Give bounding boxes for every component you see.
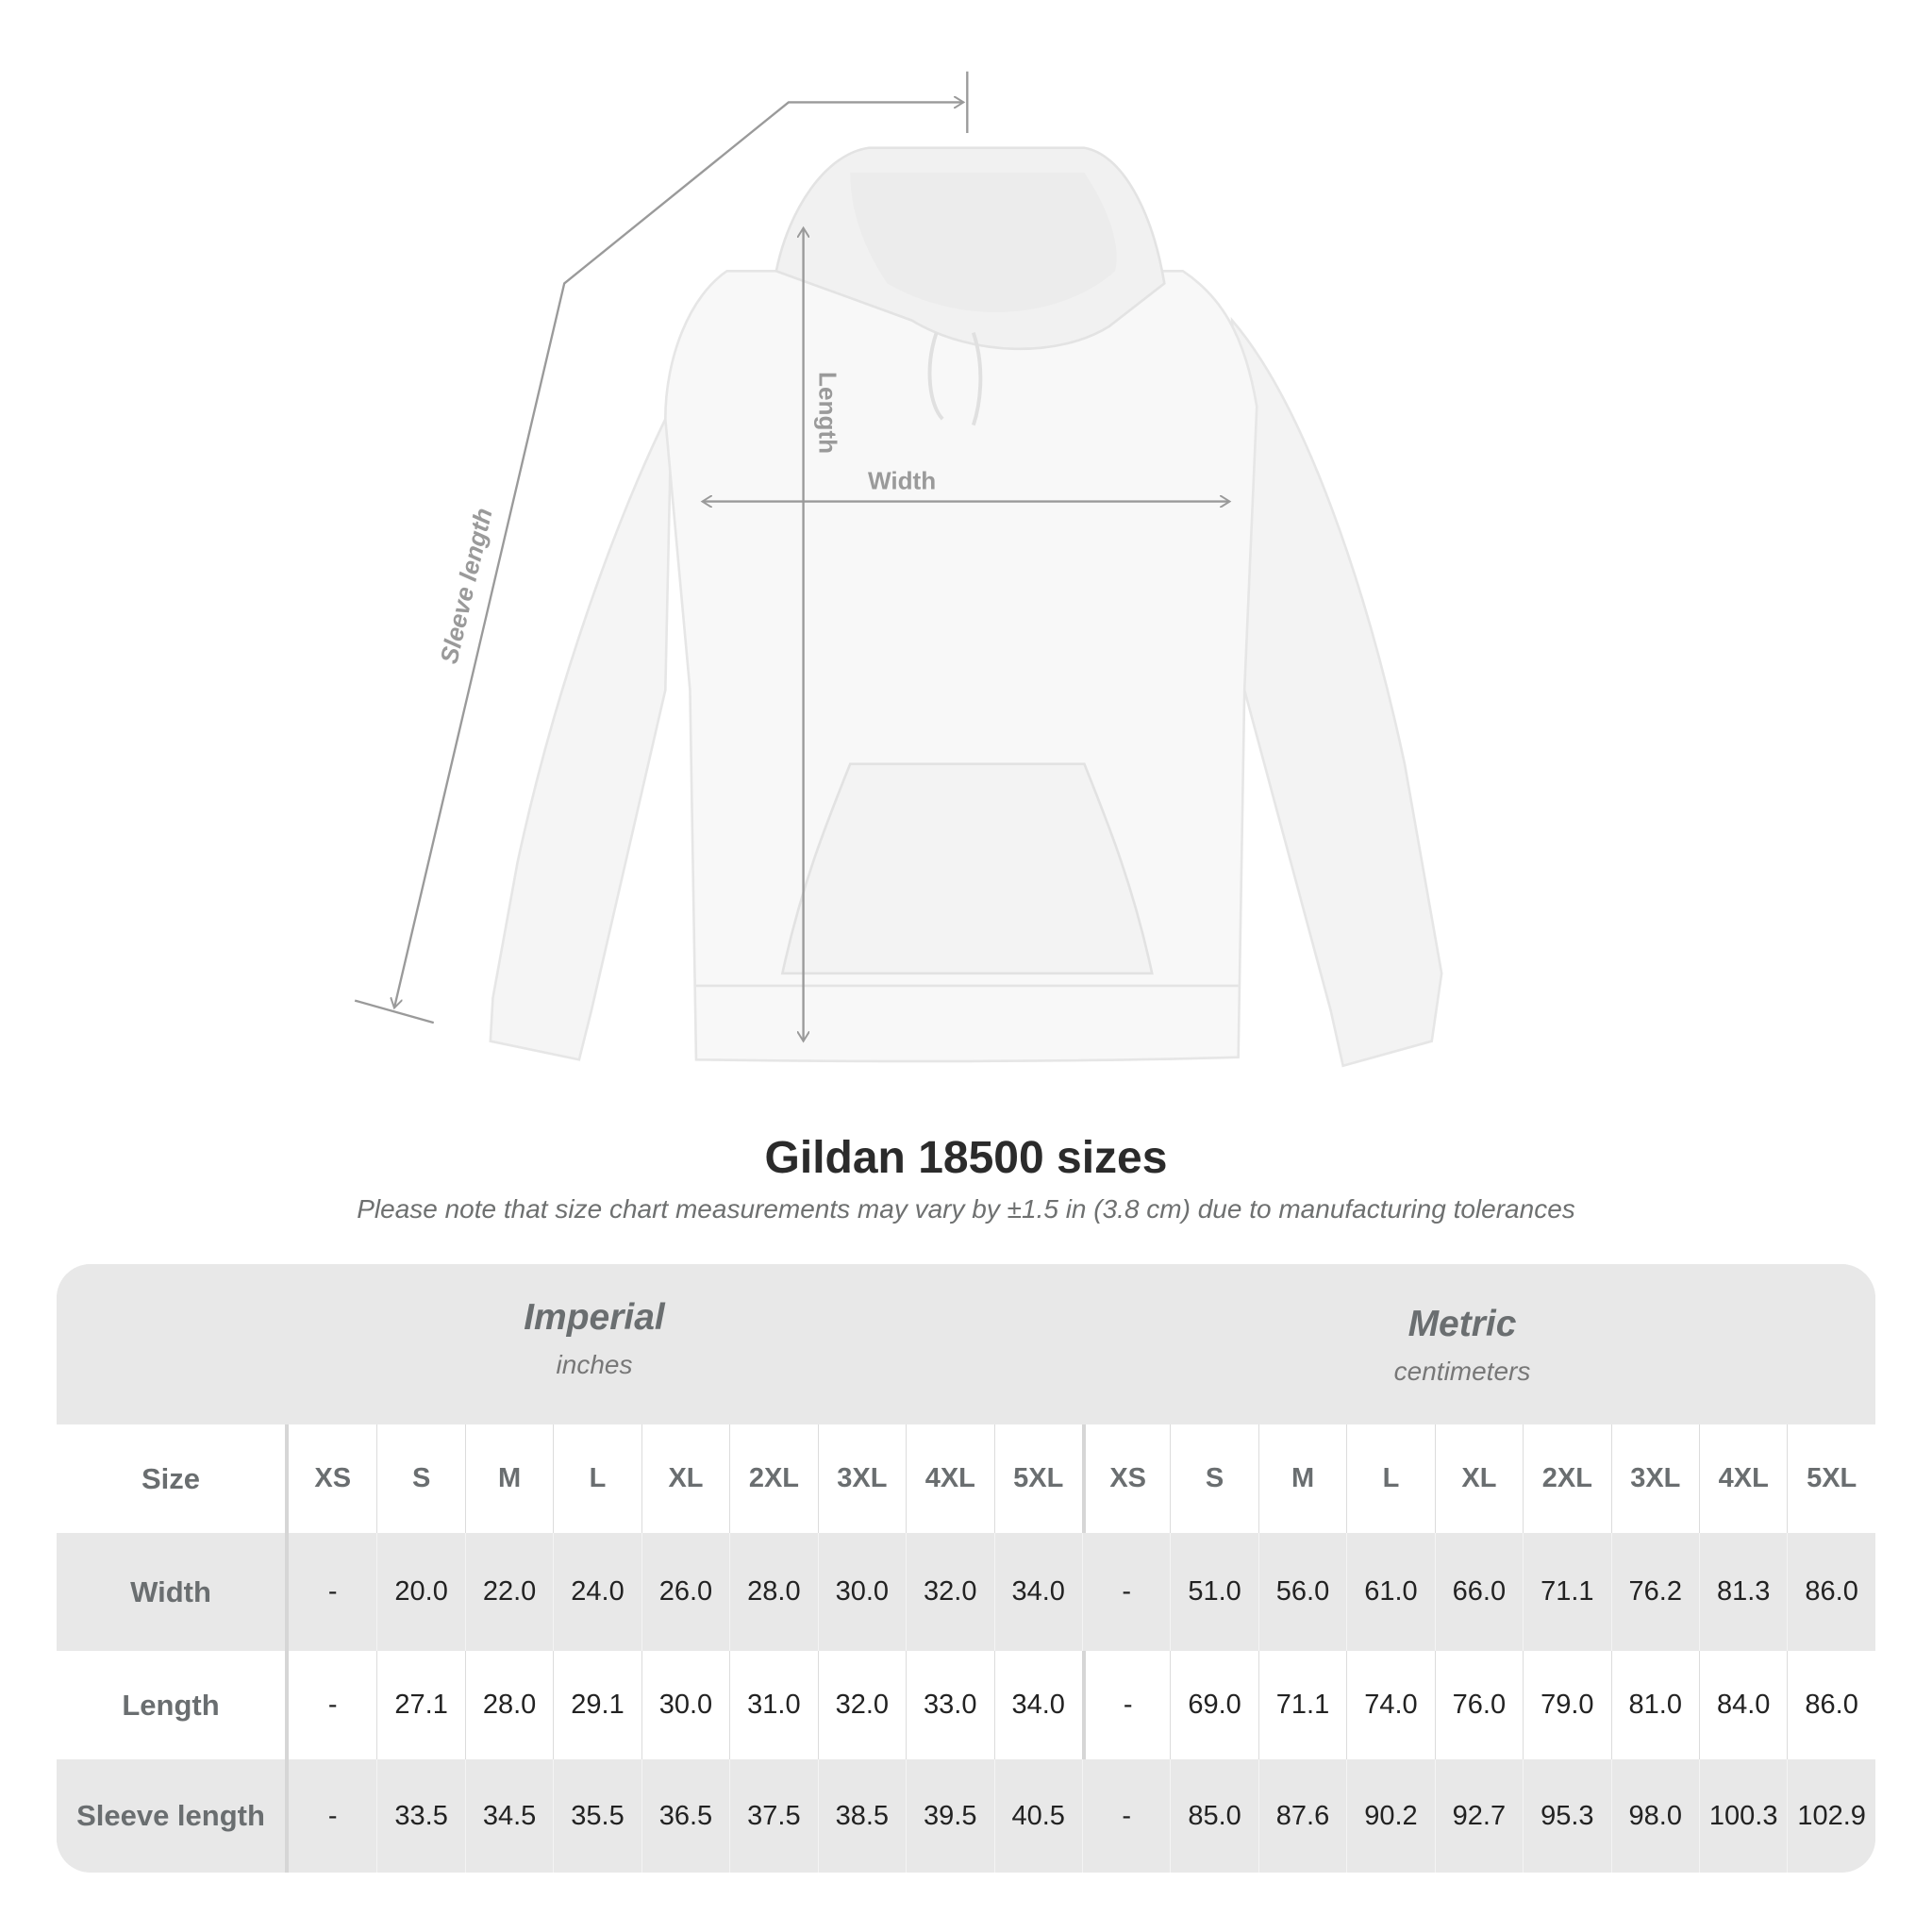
- table-cell: 32.0: [817, 1651, 906, 1759]
- table-cell: 102.9: [1787, 1759, 1874, 1873]
- table-cell: 22.0: [464, 1533, 553, 1651]
- size-table: Imperial inches Metric centimeters Size X…: [57, 1264, 1875, 1873]
- imperial-unit: inches: [556, 1350, 633, 1379]
- table-cell: 32.0: [906, 1533, 993, 1651]
- sleeve-end-tick: [354, 999, 435, 1024]
- table-cell: -: [1081, 1651, 1170, 1759]
- table-cell: 36.5: [641, 1759, 729, 1873]
- size-header-cell: L: [553, 1424, 641, 1533]
- table-cell: 30.0: [641, 1651, 729, 1759]
- table-cell: 66.0: [1434, 1533, 1523, 1651]
- table-cell: 74.0: [1346, 1651, 1434, 1759]
- table-cell: -: [327, 1800, 338, 1831]
- hoodie-image: [489, 146, 1443, 1068]
- size-header-cell: 4XL: [906, 1424, 993, 1533]
- table-cell: 92.7: [1434, 1759, 1523, 1873]
- table-cell: 81.0: [1610, 1651, 1699, 1759]
- table-cell: 37.5: [729, 1759, 817, 1873]
- table-cell: -: [327, 1576, 338, 1607]
- size-header-cell: 5XL: [993, 1424, 1082, 1533]
- row-label: Length: [57, 1651, 289, 1759]
- size-header-cell: L: [1346, 1424, 1434, 1533]
- size-header-cell: S: [376, 1424, 464, 1533]
- size-header-cell: M: [1257, 1424, 1346, 1533]
- row-label: Size: [57, 1424, 289, 1533]
- table-cell: 100.3: [1699, 1759, 1787, 1873]
- table-cell: 31.0: [729, 1651, 817, 1759]
- table-cell: 86.0: [1787, 1533, 1874, 1651]
- table-cell: 29.1: [553, 1651, 641, 1759]
- table-cell: 69.0: [1170, 1651, 1257, 1759]
- table-cell: 40.5: [993, 1759, 1082, 1873]
- size-header-row: Size XS S M L XL 2XL 3XL 4XL 5XL XS S M L XL 2XL 3XL 4XL 5…: [57, 1424, 1875, 1533]
- hoodie-illustration: Sleeve length Length Width: [354, 71, 1443, 1068]
- table-cell: 24.0: [553, 1533, 641, 1651]
- table-cell: 81.3: [1699, 1533, 1787, 1651]
- table-row: Length -27.1 28.0 29.1 30.0 31.0 32.0 33.0 34.0-…: [57, 1651, 1875, 1759]
- size-header-cell: XS: [1081, 1424, 1170, 1533]
- size-header-cell: 3XL: [1610, 1424, 1699, 1533]
- table-cell: 56.0: [1257, 1533, 1346, 1651]
- table-cell: 27.1: [376, 1651, 464, 1759]
- table-cell: -: [1081, 1533, 1170, 1651]
- imperial-title: Imperial: [524, 1297, 665, 1338]
- table-cell: 95.3: [1523, 1759, 1610, 1873]
- size-header-cell: 5XL: [1787, 1424, 1874, 1533]
- row-label: Width: [57, 1533, 289, 1651]
- sleeve-length-label: Sleeve length: [435, 506, 498, 667]
- table-cell: 51.0: [1170, 1533, 1257, 1651]
- table-cell: 98.0: [1610, 1759, 1699, 1873]
- measurement-lines: [354, 71, 1229, 1041]
- size-header-cell: 2XL: [729, 1424, 817, 1533]
- unit-header: Imperial inches Metric centimeters: [57, 1264, 1875, 1424]
- size-header-cell: M: [464, 1424, 553, 1533]
- table-cell: 87.6: [1257, 1759, 1346, 1873]
- sleeve-length-line: [394, 102, 963, 1008]
- table-cell: 20.0: [376, 1533, 464, 1651]
- size-header-cell: S: [1170, 1424, 1257, 1533]
- tolerance-note: Please note that size chart measurements…: [357, 1194, 1575, 1224]
- table-cell: 34.0: [993, 1651, 1082, 1759]
- table-cell: 76.2: [1610, 1533, 1699, 1651]
- size-header-cell: 4XL: [1699, 1424, 1787, 1533]
- table-cell: 28.0: [464, 1651, 553, 1759]
- table-cell: -: [1081, 1759, 1170, 1873]
- width-label: Width: [868, 467, 936, 495]
- table-cell: 35.5: [553, 1759, 641, 1873]
- table-cell: 86.0: [1787, 1651, 1874, 1759]
- page-title: Gildan 18500 sizes: [764, 1133, 1168, 1183]
- table-cell: 30.0: [817, 1533, 906, 1651]
- size-header-cell: XS: [314, 1463, 352, 1493]
- size-header-cell: XL: [1434, 1424, 1523, 1533]
- metric-header: Metric centimeters: [1132, 1304, 1792, 1387]
- table-cell: 76.0: [1434, 1651, 1523, 1759]
- table-cell: 34.0: [993, 1533, 1082, 1651]
- table-row: Sleeve length - 33.5 34.5 35.5 36.5 37.5 38.5 39…: [57, 1759, 1875, 1873]
- table-row: Width -20.0 22.0 24.0 26.0 28.0 30.0 32.0 34.0-5…: [57, 1533, 1875, 1651]
- table-cell: 71.1: [1523, 1533, 1610, 1651]
- table-cell: 84.0: [1699, 1651, 1787, 1759]
- row-label: Sleeve length: [57, 1759, 289, 1873]
- imperial-header: Imperial inches: [264, 1297, 924, 1380]
- table-cell: 33.0: [906, 1651, 993, 1759]
- table-cell: 26.0: [641, 1533, 729, 1651]
- metric-title: Metric: [1407, 1304, 1517, 1344]
- table-cell: 90.2: [1346, 1759, 1434, 1873]
- table-cell: 28.0: [729, 1533, 817, 1651]
- table-cell: 38.5: [817, 1759, 906, 1873]
- table-cell: 85.0: [1170, 1759, 1257, 1873]
- table-cell: 34.5: [464, 1759, 553, 1873]
- size-header-cell: 3XL: [817, 1424, 906, 1533]
- table-cell: 71.1: [1257, 1651, 1346, 1759]
- table-cell: 39.5: [906, 1759, 993, 1873]
- table-cell: -: [327, 1690, 338, 1720]
- table-cell: 61.0: [1346, 1533, 1434, 1651]
- table-cell: 33.5: [376, 1759, 464, 1873]
- metric-unit: centimeters: [1393, 1357, 1531, 1386]
- size-header-cell: XL: [641, 1424, 729, 1533]
- length-label: Length: [814, 372, 842, 454]
- table-cell: 79.0: [1523, 1651, 1610, 1759]
- size-header-cell: 2XL: [1523, 1424, 1610, 1533]
